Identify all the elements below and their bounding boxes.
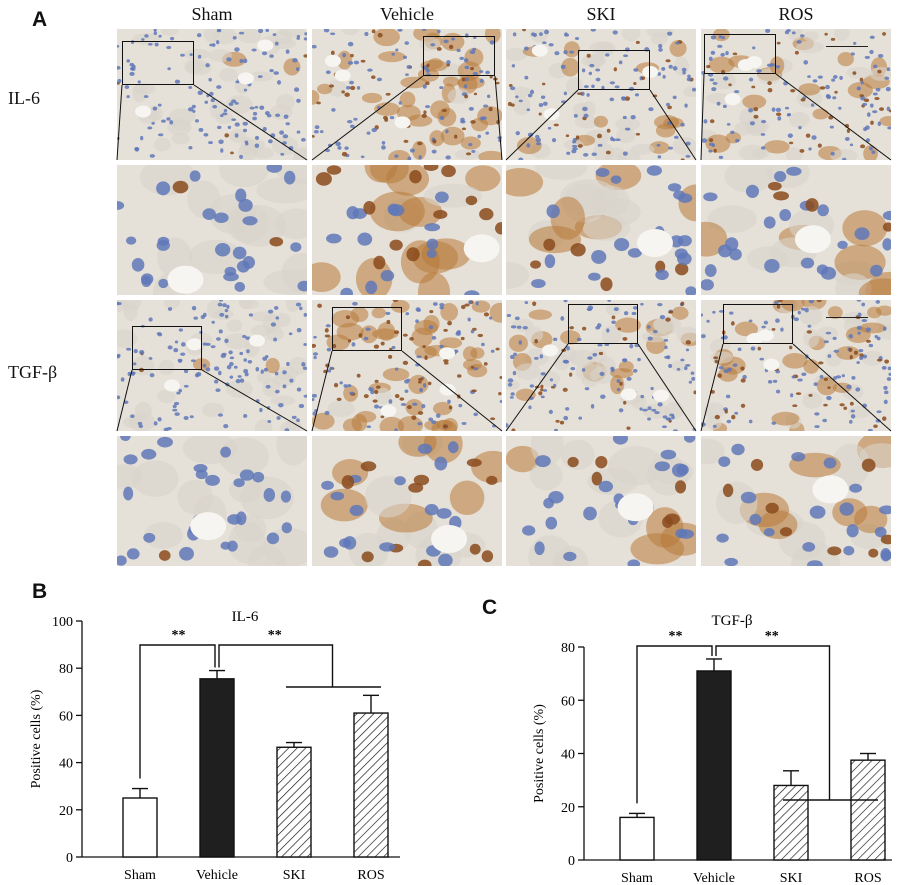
zoom-region-box <box>332 307 402 351</box>
y-tick-label: 20 <box>561 801 575 816</box>
y-tick-label: 80 <box>59 662 73 677</box>
y-axis-label: Positive cells (%) <box>29 689 44 788</box>
scale-bar <box>826 317 868 318</box>
zoom-region-box <box>723 304 793 344</box>
column-header-sham: Sham <box>191 4 233 24</box>
significance-label-right: ** <box>268 628 282 643</box>
il6-bar-chart: IL-6 0 20 40 60 80 100 Positive cells (%) Sham Ve… <box>29 609 400 883</box>
panel-b-label: B <box>32 580 48 603</box>
zoomed-micrograph-ros <box>701 436 891 566</box>
significance-bracket-right <box>715 645 831 800</box>
micrograph-ros <box>701 300 891 431</box>
y-tick-label: 60 <box>561 694 575 709</box>
bar-sham <box>619 816 655 861</box>
zoom-region-box <box>132 326 202 370</box>
panel-c-label: C <box>482 596 498 619</box>
zoom-guide-lines <box>311 350 503 432</box>
column-header-ski: SKI <box>586 4 616 24</box>
bar-ski <box>276 746 312 858</box>
x-tick-label: ROS <box>357 868 384 883</box>
y-tick-label: 40 <box>561 748 575 763</box>
bar-sham <box>122 797 158 858</box>
zoom-region-box <box>568 304 638 344</box>
micrograph-ros <box>701 29 891 160</box>
zoom-region-box <box>578 50 650 90</box>
x-tick-label: Vehicle <box>196 868 238 883</box>
y-tick-label: 100 <box>52 615 73 630</box>
bar-ros <box>353 712 389 858</box>
micrograph-sham <box>117 29 307 160</box>
zoomed-micrograph-sham <box>117 436 307 566</box>
zoom-guide-lines <box>505 343 697 432</box>
y-tick-label: 60 <box>59 709 73 724</box>
column-header-ros: ROS <box>778 4 814 24</box>
zoomed-micrograph-vehicle <box>312 436 502 566</box>
significance-label-left: ** <box>172 628 186 643</box>
bar-vehicle <box>199 678 235 858</box>
panel-a-label: A <box>32 8 48 31</box>
zoomed-micrograph-sham <box>117 165 307 295</box>
significance-bracket-right <box>218 644 334 687</box>
bar-vehicle <box>696 670 732 861</box>
x-tick-label: Sham <box>621 871 653 885</box>
zoomed-micrograph-ski <box>506 165 696 295</box>
zoom-guide-lines <box>505 89 697 161</box>
zoom-guide-lines <box>116 369 308 432</box>
zoomed-micrograph-vehicle <box>312 165 502 295</box>
chart-title: TGF-β <box>712 613 753 629</box>
y-tick-label: 0 <box>66 851 73 866</box>
row-label-il6: IL-6 <box>8 88 40 108</box>
micrograph-ski <box>506 300 696 431</box>
column-header-vehicle: Vehicle <box>380 4 434 24</box>
y-tick-label: 0 <box>568 854 575 869</box>
zoom-guide-lines <box>700 73 892 161</box>
y-tick-label: 40 <box>59 757 73 772</box>
bar-ros <box>850 759 886 861</box>
micrograph-sham <box>117 300 307 431</box>
row-label-tgfb: TGF-β <box>8 362 58 382</box>
zoom-guide-lines <box>700 343 892 432</box>
zoom-region-box <box>704 34 776 74</box>
significance-bracket-left <box>636 645 713 804</box>
micrograph-vehicle <box>312 29 502 160</box>
x-tick-label: SKI <box>283 868 306 883</box>
x-tick-label: ROS <box>854 871 881 885</box>
y-tick-label: 20 <box>59 804 73 819</box>
x-tick-label: Vehicle <box>693 871 735 885</box>
scale-bar <box>826 46 868 47</box>
tgfb-bar-chart: TGF-β 0 20 40 60 80 Positive cells (%) Sham Vehi… <box>532 613 892 885</box>
zoom-guide-lines <box>311 75 503 161</box>
significance-label-left: ** <box>669 629 683 644</box>
significance-bracket-left <box>139 644 216 779</box>
significance-label-right: ** <box>765 629 779 644</box>
zoomed-micrograph-ski <box>506 436 696 566</box>
zoom-region-box <box>423 36 495 76</box>
bar-ski <box>773 784 809 861</box>
x-tick-label: SKI <box>780 871 803 885</box>
zoom-guide-lines <box>116 84 308 161</box>
zoom-region-box <box>122 41 194 85</box>
y-axis-label: Positive cells (%) <box>532 704 547 803</box>
x-tick-label: Sham <box>124 868 156 883</box>
y-tick-label: 80 <box>561 641 575 656</box>
micrograph-vehicle <box>312 300 502 431</box>
zoomed-micrograph-ros <box>701 165 891 295</box>
chart-title: IL-6 <box>232 609 259 625</box>
